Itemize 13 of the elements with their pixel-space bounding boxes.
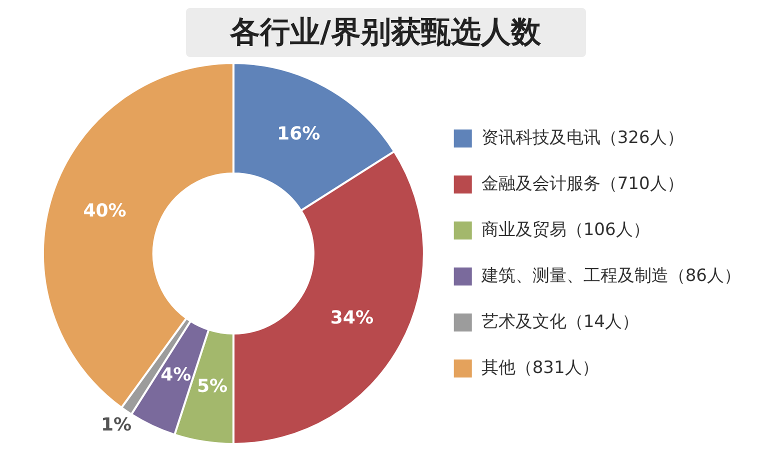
legend-label: 其他（831人） bbox=[481, 358, 599, 378]
legend-label: 建筑、测量、工程及制造（86人） bbox=[480, 266, 742, 286]
data-label: 16% bbox=[277, 124, 320, 145]
legend-label: 资讯科技及电讯（326人） bbox=[481, 128, 684, 148]
chart-title: 各行业/界别获甄选人数 bbox=[186, 8, 586, 57]
data-label: 1% bbox=[100, 414, 132, 436]
data-label: 40% bbox=[83, 200, 126, 222]
legend-label: 艺术及文化（14人） bbox=[481, 312, 640, 332]
legend-label: 商业及贸易（106人） bbox=[481, 220, 650, 240]
data-label: 5% bbox=[196, 376, 228, 397]
data-label: 4% bbox=[160, 364, 192, 386]
legend-label: 金融及会计服务（710人） bbox=[481, 174, 684, 194]
data-label: 34% bbox=[330, 307, 374, 328]
